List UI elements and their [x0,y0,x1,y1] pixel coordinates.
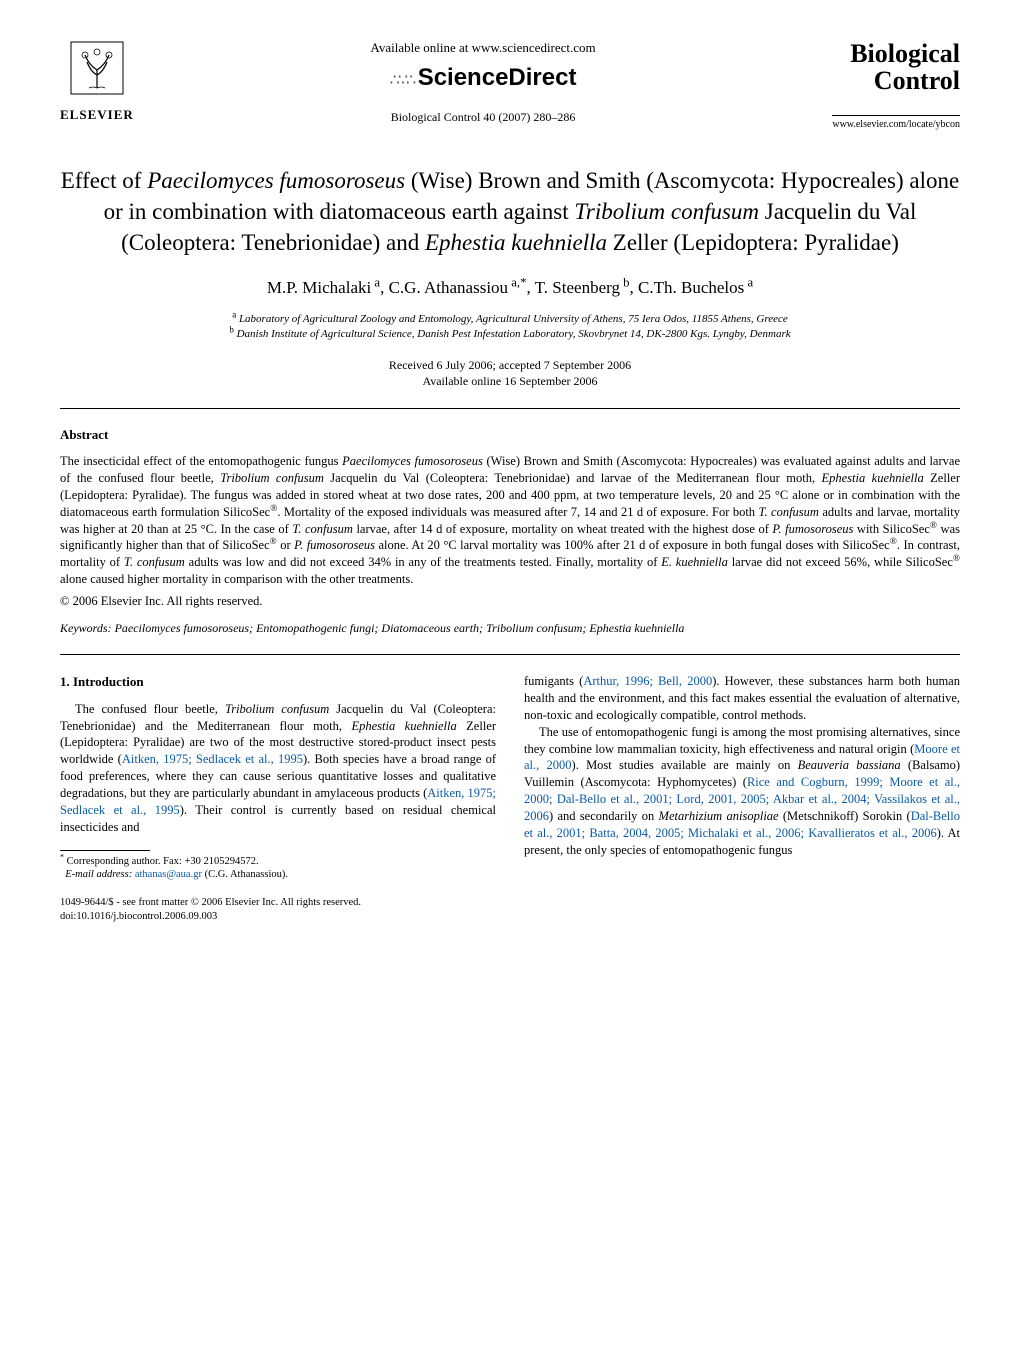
journal-url[interactable]: www.elsevier.com/locate/ybcon [832,115,960,130]
publisher-logo: ELSEVIER [60,40,134,123]
email-link[interactable]: athanas@aua.gr [135,869,202,880]
journal-logo: Biological Control www.elsevier.com/loca… [832,40,960,130]
footnote-separator [60,850,150,851]
doi-line: doi:10.1016/j.biocontrol.2006.09.003 [60,910,496,924]
elsevier-tree-icon [69,40,125,105]
footnotes-block: * Corresponding author. Fax: +30 2105294… [60,855,496,882]
abstract-heading: Abstract [60,427,960,443]
corresponding-text: Corresponding author. Fax: +30 210529457… [67,856,259,867]
journal-name-line2: Control [832,67,960,94]
sciencedirect-dots-icon: ∴∵∴ [390,72,415,89]
journal-name-line1: Biological [832,40,960,67]
available-online-text: Available online at www.sciencedirect.co… [134,40,833,56]
intro-para-1: The confused flour beetle, Tribolium con… [60,701,496,836]
affiliation-b: b Danish Institute of Agricultural Scien… [60,327,960,342]
intro-para-1-cont: fumigants (Arthur, 1996; Bell, 2000). Ho… [524,673,960,724]
left-column: 1. Introduction The confused flour beetl… [60,673,496,923]
abstract-copyright: © 2006 Elsevier Inc. All rights reserved… [60,594,960,609]
platform-name: ScienceDirect [418,64,577,91]
available-online-date: Available online 16 September 2006 [60,373,960,390]
email-label: E-mail address: [65,869,132,880]
abstract-body: The insecticidal effect of the entomopat… [60,453,960,588]
rule-above-abstract [60,408,960,409]
email-line: E-mail address: athanas@aua.gr (C.G. Ath… [60,868,496,882]
page-header: ELSEVIER Available online at www.science… [60,40,960,130]
body-columns: 1. Introduction The confused flour beetl… [60,673,960,923]
doi-block: 1049-9644/$ - see front matter © 2006 El… [60,896,496,923]
keywords-text: Paecilomyces fumosoroseus; Entomopathoge… [112,621,685,635]
introduction-heading: 1. Introduction [60,673,496,691]
intro-para-2: The use of entomopathogenic fungi is amo… [524,724,960,859]
center-header: Available online at www.sciencedirect.co… [134,40,833,125]
front-matter-line: 1049-9644/$ - see front matter © 2006 El… [60,896,496,910]
publisher-name: ELSEVIER [60,107,134,123]
rule-below-keywords [60,654,960,655]
affiliation-a: a Laboratory of Agricultural Zoology and… [60,312,960,327]
sciencedirect-logo: ∴∵∴ ScienceDirect [134,64,833,92]
received-accepted-date: Received 6 July 2006; accepted 7 Septemb… [60,357,960,374]
keywords-label: Keywords: [60,621,112,635]
right-column: fumigants (Arthur, 1996; Bell, 2000). Ho… [524,673,960,923]
journal-citation: Biological Control 40 (2007) 280–286 [134,110,833,125]
article-dates: Received 6 July 2006; accepted 7 Septemb… [60,357,960,391]
corresponding-author-note: * Corresponding author. Fax: +30 2105294… [60,855,496,869]
keywords-line: Keywords: Paecilomyces fumosoroseus; Ent… [60,621,960,636]
article-title: Effect of Paecilomyces fumosoroseus (Wis… [60,165,960,258]
email-attribution: (C.G. Athanassiou). [205,869,288,880]
affiliations-block: a Laboratory of Agricultural Zoology and… [60,312,960,343]
authors-line: M.P. Michalaki a, C.G. Athanassiou a,*, … [60,278,960,298]
